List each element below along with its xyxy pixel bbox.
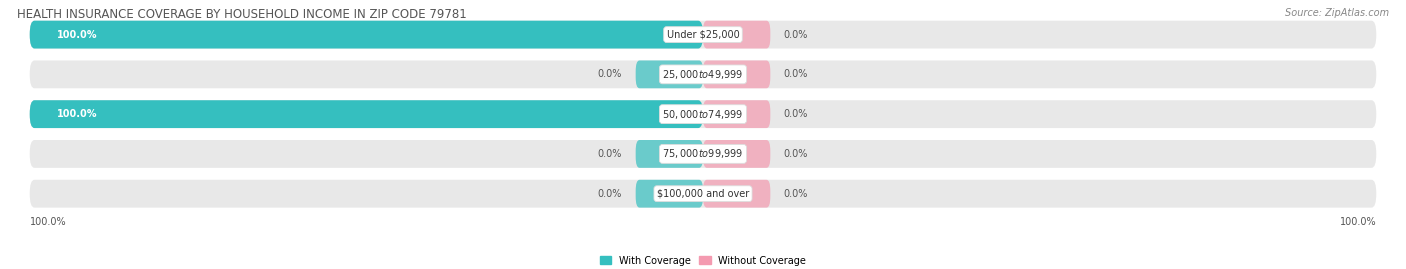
Text: 0.0%: 0.0% xyxy=(783,149,808,159)
FancyBboxPatch shape xyxy=(703,100,770,128)
Text: 0.0%: 0.0% xyxy=(598,69,623,79)
Text: 0.0%: 0.0% xyxy=(783,189,808,199)
Text: 100.0%: 100.0% xyxy=(56,30,97,40)
Text: 0.0%: 0.0% xyxy=(783,69,808,79)
Text: 100.0%: 100.0% xyxy=(30,217,66,227)
FancyBboxPatch shape xyxy=(30,21,703,48)
Text: 0.0%: 0.0% xyxy=(783,30,808,40)
FancyBboxPatch shape xyxy=(636,140,703,168)
Text: $25,000 to $49,999: $25,000 to $49,999 xyxy=(662,68,744,81)
Text: 0.0%: 0.0% xyxy=(598,189,623,199)
FancyBboxPatch shape xyxy=(30,100,1376,128)
Legend: With Coverage, Without Coverage: With Coverage, Without Coverage xyxy=(596,252,810,269)
Text: Source: ZipAtlas.com: Source: ZipAtlas.com xyxy=(1285,8,1389,18)
FancyBboxPatch shape xyxy=(703,61,770,88)
FancyBboxPatch shape xyxy=(636,180,703,208)
FancyBboxPatch shape xyxy=(30,180,1376,208)
Text: 0.0%: 0.0% xyxy=(783,109,808,119)
Text: 100.0%: 100.0% xyxy=(56,109,97,119)
FancyBboxPatch shape xyxy=(703,140,770,168)
Text: $50,000 to $74,999: $50,000 to $74,999 xyxy=(662,108,744,121)
FancyBboxPatch shape xyxy=(30,61,1376,88)
FancyBboxPatch shape xyxy=(30,140,1376,168)
FancyBboxPatch shape xyxy=(30,21,1376,48)
Text: HEALTH INSURANCE COVERAGE BY HOUSEHOLD INCOME IN ZIP CODE 79781: HEALTH INSURANCE COVERAGE BY HOUSEHOLD I… xyxy=(17,8,467,21)
Text: 0.0%: 0.0% xyxy=(598,149,623,159)
Text: Under $25,000: Under $25,000 xyxy=(666,30,740,40)
FancyBboxPatch shape xyxy=(703,180,770,208)
FancyBboxPatch shape xyxy=(30,100,703,128)
Text: 100.0%: 100.0% xyxy=(1340,217,1376,227)
FancyBboxPatch shape xyxy=(703,21,770,48)
Text: $100,000 and over: $100,000 and over xyxy=(657,189,749,199)
Text: $75,000 to $99,999: $75,000 to $99,999 xyxy=(662,147,744,160)
FancyBboxPatch shape xyxy=(636,61,703,88)
